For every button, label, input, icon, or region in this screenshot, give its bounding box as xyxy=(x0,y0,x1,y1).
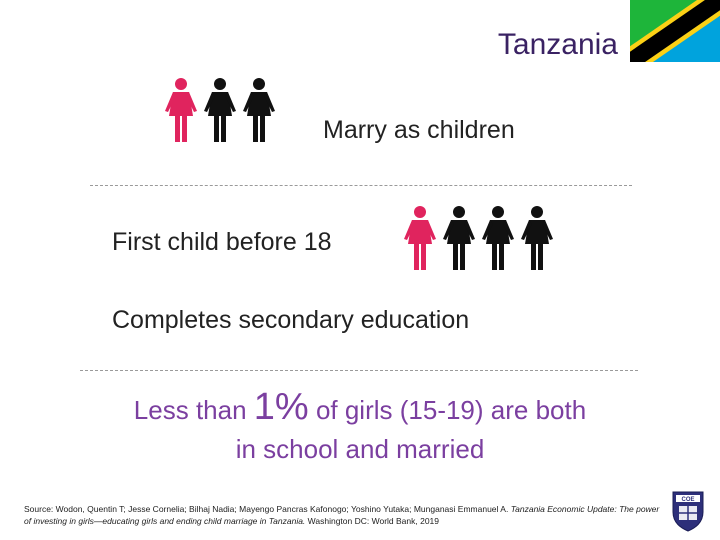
first-child-before-18-figures xyxy=(403,206,554,270)
fact-statement-line2: in school and married xyxy=(235,434,485,464)
stat-label-completes-secondary-education: Completes secondary education xyxy=(112,306,470,334)
stat-label-first-child-before-18: First child before 18 xyxy=(112,228,332,256)
university-crest-icon: COE xyxy=(672,491,704,532)
divider xyxy=(80,370,638,371)
source-title: Tanzania Economic Update: The power of i… xyxy=(24,504,660,526)
fact-prefix: Less than xyxy=(133,395,247,425)
crest-text: COE xyxy=(681,497,694,503)
girl-figure-icon xyxy=(443,206,475,270)
girl-figure-icon xyxy=(243,78,275,142)
girl-figure-icon xyxy=(482,206,514,270)
source-authors: Source: Wodon, Quentin T; Jesse Cornelia… xyxy=(24,504,509,514)
fact-percent: 1% xyxy=(253,386,309,428)
girl-figure-icon xyxy=(165,78,197,142)
source-citation: Source: Wodon, Quentin T; Jesse Cornelia… xyxy=(24,503,664,527)
marry-as-children-figures xyxy=(164,78,276,142)
girl-figure-icon xyxy=(404,206,436,270)
fact-middle: of girls (15-19) are both xyxy=(315,395,587,425)
fact-statement: Less than 1% of girls (15-19) are both xyxy=(0,386,720,429)
divider xyxy=(90,185,632,186)
tanzania-flag-icon xyxy=(630,0,720,62)
page-title: Tanzania xyxy=(497,28,618,61)
source-publisher: Washington DC: World Bank, 2019 xyxy=(307,516,440,526)
girl-figure-icon xyxy=(521,206,553,270)
girl-figure-icon xyxy=(204,78,236,142)
stat-label-marry-as-children: Marry as children xyxy=(323,116,515,144)
